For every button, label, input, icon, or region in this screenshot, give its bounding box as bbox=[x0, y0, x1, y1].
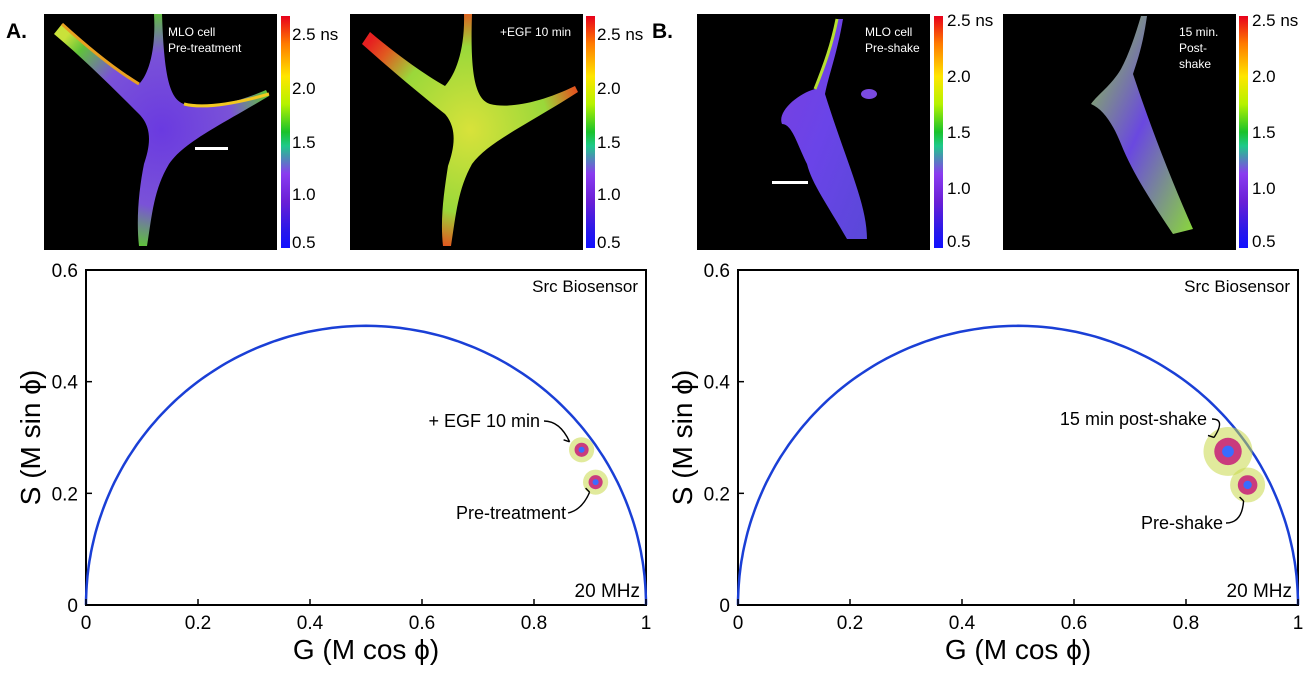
colorbar-tick: 2.0 bbox=[947, 67, 971, 86]
colorbar-tick: 2.0 bbox=[597, 79, 621, 98]
cluster-core bbox=[578, 446, 585, 453]
y-axis-label: S (M sin ϕ) bbox=[667, 370, 698, 505]
colorbar-tick: 1.0 bbox=[292, 185, 316, 204]
cluster-core bbox=[592, 479, 599, 486]
y-tick-label: 0.2 bbox=[52, 484, 78, 505]
colorbar-tick: 0.5 bbox=[947, 232, 971, 251]
phasor-plot-svg: 0 0.2 0.4 0.6 0.8 100.20.40.6G (M cos ϕ)S (M … bbox=[15, 261, 652, 665]
label-line: MLO cell bbox=[168, 25, 216, 39]
colorbar-tick: 2.0 bbox=[292, 79, 316, 98]
colorbar-a2 bbox=[586, 16, 595, 248]
y-tick-label: 0.4 bbox=[704, 373, 731, 394]
x-tick-label: 0 bbox=[81, 613, 92, 634]
plot-frame bbox=[85, 269, 647, 606]
panel-b-letter: B. bbox=[652, 20, 673, 43]
phasor-plot-svg: 0 0.2 0.4 0.6 0.8 100.20.40.6G (M cos ϕ)S (M … bbox=[667, 261, 1304, 665]
label-line: Post-shake bbox=[1179, 41, 1212, 71]
label-line: 15 min. bbox=[1179, 25, 1219, 39]
cell-image bbox=[362, 14, 578, 246]
y-tick-label: 0.4 bbox=[52, 373, 79, 394]
cell-image bbox=[781, 18, 877, 239]
image-label: +EGF 10 min bbox=[500, 24, 571, 40]
colorbar-b1 bbox=[934, 16, 943, 248]
x-tick-label: 1 bbox=[1293, 613, 1304, 634]
micrograph-a-egf: +EGF 10 min bbox=[350, 14, 583, 250]
image-label: MLO cell Pre-shake bbox=[865, 24, 920, 56]
x-tick-label: 0.8 bbox=[1173, 613, 1199, 634]
plot-title: Src Biosensor bbox=[1184, 277, 1290, 296]
colorbar-tick: 1.0 bbox=[947, 179, 971, 198]
x-tick-label: 0.6 bbox=[409, 613, 435, 634]
colorbar-tick: 2.0 bbox=[1252, 67, 1276, 86]
phasor-plot-b: 0 0.2 0.4 0.6 0.8 1 0 0.2 0.4 0.6 G (M cos ϕ) S (M … bbox=[652, 255, 1309, 677]
x-tick-label: 0 bbox=[733, 613, 744, 634]
x-tick-label: 0.2 bbox=[837, 613, 863, 634]
x-axis-label: G (M cos ϕ) bbox=[293, 634, 439, 665]
phasor-plot-a: 0 0.2 0.4 0.6 0.8 1 0 0.2 0.4 0.6 G (M cos ϕ) S (M … bbox=[0, 255, 660, 677]
x-tick-label: 1 bbox=[641, 613, 652, 634]
universal-semicircle bbox=[84, 324, 648, 605]
image-label: 15 min. Post-shake bbox=[1179, 24, 1236, 72]
colorbar-a1 bbox=[281, 16, 290, 248]
micrograph-b-pre-shake: MLO cell Pre-shake bbox=[697, 14, 930, 250]
y-axis-label: S (M sin ϕ) bbox=[15, 370, 46, 505]
x-axis-label: G (M cos ϕ) bbox=[945, 634, 1091, 665]
series-label: Pre-treatment bbox=[456, 503, 566, 523]
colorbar-tick: 1.5 bbox=[1252, 123, 1276, 142]
colorbar-tick: 0.5 bbox=[292, 233, 316, 252]
frequency-label: 20 MHz bbox=[1227, 581, 1292, 602]
label-line: Pre-shake bbox=[865, 41, 920, 55]
label-line: Pre-treatment bbox=[168, 41, 242, 55]
colorbar-tick: 1.5 bbox=[597, 133, 621, 152]
series-arrow bbox=[567, 491, 591, 514]
universal-semicircle bbox=[736, 324, 1300, 605]
frequency-label: 20 MHz bbox=[575, 581, 640, 602]
series-label: 15 min post-shake bbox=[1060, 409, 1207, 429]
colorbar-tick: 1.5 bbox=[947, 123, 971, 142]
plot-title: Src Biosensor bbox=[532, 277, 638, 296]
colorbar-tick: 2.5 ns bbox=[292, 25, 339, 44]
y-tick-label: 0.2 bbox=[704, 484, 730, 505]
cluster-core bbox=[1222, 445, 1234, 458]
colorbar-tick: 1.0 bbox=[1252, 179, 1276, 198]
image-label: MLO cell Pre-treatment bbox=[168, 24, 241, 56]
scale-bar bbox=[772, 181, 808, 184]
y-tick-label: 0 bbox=[67, 596, 78, 617]
colorbar-tick: 2.5 ns bbox=[1252, 11, 1299, 30]
micrograph-b-post-shake: 15 min. Post-shake bbox=[1003, 14, 1236, 250]
label-line: +EGF 10 min bbox=[500, 25, 572, 39]
colorbar-tick: 1.0 bbox=[597, 185, 621, 204]
colorbar-tick: 0.5 bbox=[597, 233, 621, 252]
micrograph-a-pre-treatment: MLO cell Pre-treatment bbox=[44, 14, 277, 250]
y-tick-label: 0 bbox=[719, 596, 730, 617]
series-arrow bbox=[1225, 500, 1245, 524]
series-label: + EGF 10 min bbox=[428, 411, 540, 431]
arrow-head bbox=[585, 487, 591, 493]
cell-image bbox=[54, 14, 270, 246]
colorbar-tick: 1.5 bbox=[292, 133, 316, 152]
series-arrow bbox=[1211, 418, 1221, 438]
colorbar-tick: 2.5 ns bbox=[947, 11, 994, 30]
scale-bar bbox=[195, 147, 228, 150]
colorbar-tick: 0.5 bbox=[1252, 232, 1276, 251]
cell-image bbox=[1091, 16, 1193, 234]
panel-a-letter: A. bbox=[6, 20, 27, 43]
plot-frame bbox=[737, 269, 1299, 606]
label-line: MLO cell bbox=[865, 25, 913, 39]
cluster-core bbox=[1243, 480, 1252, 490]
x-tick-label: 0.2 bbox=[185, 613, 211, 634]
x-tick-label: 0.6 bbox=[1061, 613, 1087, 634]
colorbar-b2 bbox=[1239, 16, 1248, 248]
series-label: Pre-shake bbox=[1141, 513, 1223, 533]
x-tick-label: 0.8 bbox=[521, 613, 547, 634]
colorbar-tick: 2.5 ns bbox=[597, 25, 644, 44]
series-arrow bbox=[543, 420, 571, 443]
y-tick-label: 0.6 bbox=[704, 261, 730, 282]
y-tick-label: 0.6 bbox=[52, 261, 78, 282]
x-tick-label: 0.4 bbox=[949, 613, 976, 634]
x-tick-label: 0.4 bbox=[297, 613, 324, 634]
